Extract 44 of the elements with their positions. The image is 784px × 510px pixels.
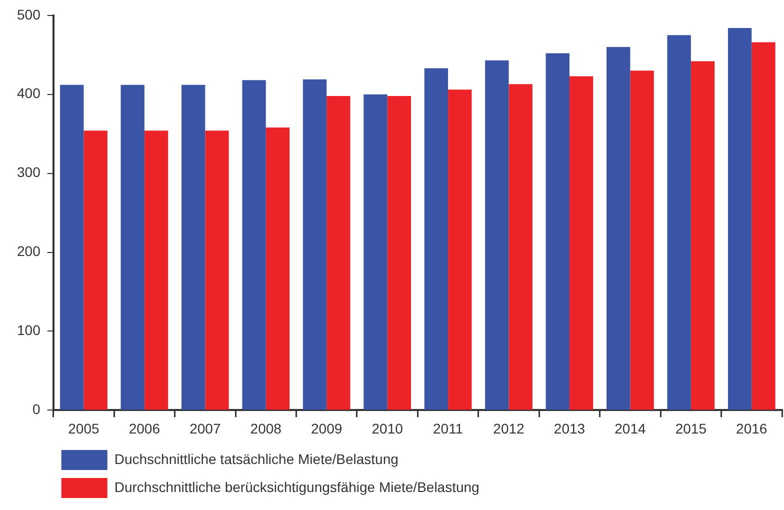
bar (144, 130, 168, 410)
bar (546, 53, 570, 410)
y-tick-label: 200 (17, 243, 41, 260)
bar (667, 35, 691, 410)
bar (326, 96, 350, 410)
bar (205, 130, 229, 410)
x-tick-label: 2009 (311, 420, 342, 436)
bar (728, 28, 752, 410)
bar (60, 84, 84, 410)
x-tick-label: 2007 (190, 420, 221, 436)
x-tick-label: 2008 (250, 420, 282, 436)
bar (448, 90, 472, 410)
bar (242, 80, 266, 410)
y-tick-label: 400 (17, 85, 41, 102)
bar (606, 46, 630, 410)
x-tick-label: 2006 (128, 420, 160, 436)
bar (84, 130, 108, 410)
x-tick-label: 2005 (68, 420, 100, 436)
legend-label: Duchschnittliche tatsächliche Miete/Belastung (114, 450, 398, 467)
bar (364, 94, 388, 410)
bar (485, 60, 509, 410)
y-tick-label: 300 (17, 164, 41, 180)
bar (120, 84, 144, 410)
y-tick-label: 100 (17, 322, 41, 338)
bar (752, 42, 776, 410)
x-tick-label: 2013 (554, 420, 586, 436)
bar (569, 76, 594, 410)
bar (508, 84, 532, 410)
bar (424, 68, 448, 410)
bar (690, 61, 715, 410)
x-tick-label: 2012 (493, 420, 525, 436)
x-tick-label: 2016 (736, 420, 768, 436)
bar (302, 79, 327, 410)
x-tick-label: 2011 (432, 420, 464, 436)
x-tick-label: 2014 (614, 420, 646, 436)
x-tick-label: 2010 (372, 420, 404, 436)
bar (266, 128, 290, 410)
x-tick-label: 2015 (675, 420, 707, 436)
bar (630, 70, 654, 410)
y-tick-label: 0 (32, 401, 41, 418)
bar (181, 84, 206, 410)
bar (387, 96, 411, 410)
legend-label: Durchschnittliche berücksichtigungsfähige Miete/Belastung (114, 478, 480, 495)
y-tick-label: 500 (17, 6, 41, 22)
